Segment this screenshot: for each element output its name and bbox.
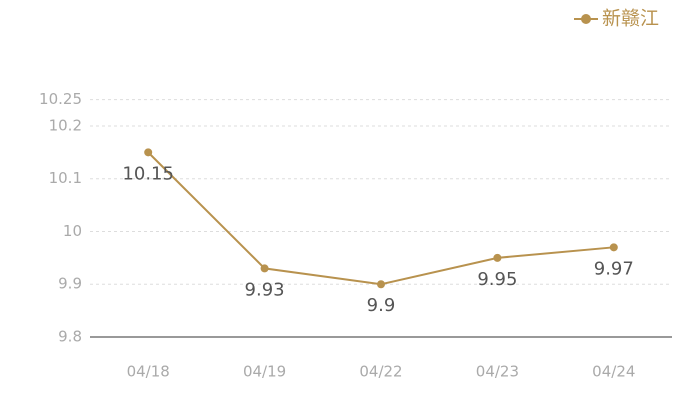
- y-tick-label: 10.25: [39, 90, 82, 108]
- legend-marker: [581, 14, 591, 24]
- data-label: 10.15: [122, 163, 174, 184]
- point: [377, 280, 385, 289]
- line: [147, 151, 614, 286]
- x-tick-label: 04/18: [127, 363, 170, 381]
- x-tick-label: 04/24: [592, 363, 635, 381]
- y-tick-label: 10.1: [49, 169, 82, 187]
- x-tick-label: 04/19: [243, 363, 286, 381]
- point: [144, 148, 153, 157]
- y-tick-label: 10.2: [49, 116, 82, 134]
- x-tick-label: 04/22: [359, 363, 402, 381]
- point: [493, 253, 502, 262]
- data-label: 9.9: [367, 295, 396, 316]
- data-label: 9.97: [594, 258, 634, 279]
- point: [260, 264, 269, 273]
- y-tick-label: 9.8: [58, 328, 82, 346]
- y-tick-label: 10: [63, 222, 82, 240]
- point: [609, 243, 618, 252]
- legend-label: 新赣江: [602, 8, 659, 30]
- data-label: 9.93: [245, 279, 285, 300]
- data-label: 9.95: [477, 269, 517, 290]
- y-tick-label: 9.9: [58, 275, 82, 293]
- x-tick-label: 04/23: [476, 363, 519, 381]
